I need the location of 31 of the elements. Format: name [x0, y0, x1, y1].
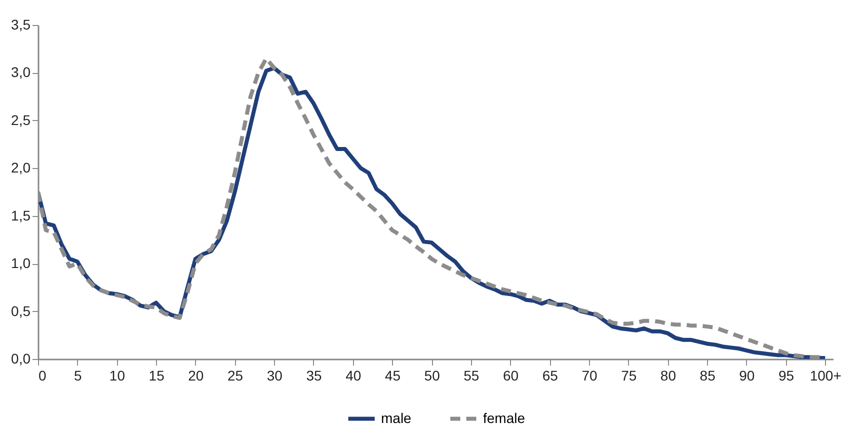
- x-tick-label: 60: [502, 368, 519, 384]
- x-tick-label: 0: [38, 368, 46, 384]
- x-tick-label: 95: [778, 368, 794, 384]
- y-tick-label: 1,5: [11, 207, 31, 224]
- legend-label: male: [381, 410, 412, 426]
- x-tick-label: 45: [384, 368, 401, 384]
- x-tick-label: 20: [188, 368, 204, 384]
- x-tick-label: 10: [109, 368, 126, 384]
- y-tick-label: 2,5: [11, 112, 31, 128]
- y-tick-label: 2,0: [11, 160, 31, 176]
- legend-label: female: [483, 410, 526, 426]
- x-tick-label: 55: [464, 368, 480, 384]
- x-tick-label: 70: [582, 368, 598, 384]
- x-tick-label: 100+: [810, 368, 842, 384]
- x-tick-label: 15: [148, 368, 165, 384]
- x-tick-label: 35: [306, 368, 322, 384]
- x-tick-label: 40: [346, 368, 362, 384]
- x-tick-label: 5: [74, 368, 82, 384]
- y-tick-label: 3,0: [11, 64, 31, 80]
- x-tick-label: 80: [660, 368, 676, 384]
- y-tick-label: 0,5: [11, 302, 31, 319]
- x-tick-label: 50: [424, 368, 440, 384]
- x-tick-label: 85: [700, 368, 716, 384]
- x-tick-label: 30: [266, 368, 283, 384]
- y-tick-label: 1,0: [11, 255, 31, 272]
- x-tick-label: 75: [621, 368, 637, 384]
- x-tick-label: 65: [542, 368, 558, 384]
- x-tick-label: 25: [227, 368, 244, 384]
- y-tick-label: 0,0: [11, 350, 31, 366]
- x-tick-label: 90: [739, 368, 755, 384]
- y-tick-label: 3,5: [11, 16, 31, 32]
